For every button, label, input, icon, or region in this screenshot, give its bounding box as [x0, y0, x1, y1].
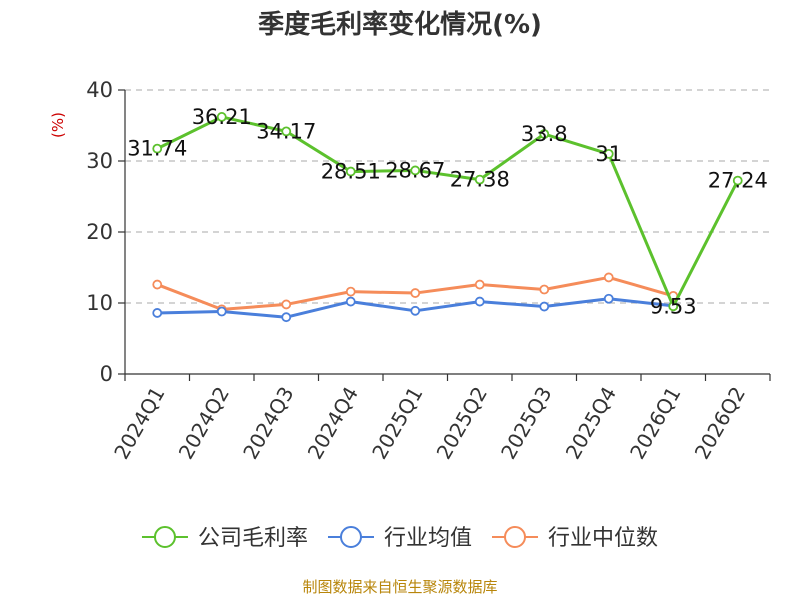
legend-label: 行业中位数: [548, 526, 658, 551]
legend-label: 公司毛利率: [198, 526, 308, 551]
data-label: 34.17: [256, 119, 316, 143]
data-point: [152, 279, 163, 290]
data-point: [539, 129, 550, 139]
data-point: [603, 148, 614, 159]
y-tick-label: 20: [86, 220, 113, 244]
x-tick-label: 2024Q1: [109, 383, 169, 464]
y-axis-label: (%): [49, 112, 67, 138]
grid-lines: [125, 89, 770, 304]
y-tick-label: 30: [86, 149, 113, 173]
data-point: [732, 175, 743, 186]
data-label: 27.38: [450, 168, 510, 192]
x-tick-label: 2024Q3: [238, 383, 298, 464]
data-point: [474, 174, 485, 185]
data-point: [539, 301, 550, 312]
legend-item[interactable]: 行业均值: [327, 526, 472, 551]
data-point: [474, 279, 485, 290]
x-tick-label: 2026Q2: [690, 383, 750, 464]
data-label: 9.53: [650, 294, 697, 318]
legend-item[interactable]: 行业中位数: [492, 526, 658, 551]
x-tick-label: 2025Q2: [432, 383, 492, 464]
x-tick-label: 2026Q1: [625, 383, 685, 464]
data-point: [474, 296, 485, 307]
data-label: 31: [595, 142, 622, 166]
y-tick-label: 40: [86, 78, 113, 102]
series-lines: [152, 112, 743, 323]
data-point: [410, 165, 421, 176]
data-point: [345, 296, 356, 307]
data-point: [281, 126, 292, 137]
x-tick-label: 2024Q4: [303, 383, 363, 464]
source-note: 制图数据来自恒生聚源数据库: [302, 578, 497, 596]
data-point: [345, 286, 356, 297]
x-tick-label: 2025Q3: [496, 383, 556, 464]
data-point: [410, 288, 421, 298]
legend[interactable]: 公司毛利率 行业均值 行业中位数: [141, 526, 658, 551]
series-line: [156, 115, 740, 308]
data-point: [152, 143, 163, 154]
data-point: [345, 166, 356, 177]
legend-marker-icon: [339, 526, 362, 548]
x-tick-label: 2024Q2: [174, 383, 234, 464]
data-point: [539, 284, 550, 295]
data-point: [152, 308, 163, 318]
data-label: 33.8: [521, 122, 568, 146]
data-point: [603, 293, 614, 304]
legend-marker-icon: [504, 526, 527, 548]
data-label: 28.67: [385, 158, 445, 182]
data-label: 28.51: [321, 160, 381, 184]
data-point: [668, 301, 679, 312]
data-label: 36.21: [192, 105, 252, 129]
data-label: 27.24: [708, 169, 768, 193]
data-point: [410, 305, 421, 316]
data-label: 31.74: [127, 137, 187, 161]
legend-marker-icon: [153, 526, 176, 548]
y-tick-label: 10: [86, 291, 113, 315]
x-tick-label: 2025Q4: [561, 383, 621, 464]
x-tick-label: 2025Q1: [367, 383, 427, 464]
y-tick-label: 0: [100, 362, 113, 386]
chart-title: 季度毛利率变化情况(%): [258, 9, 542, 40]
legend-label: 行业均值: [384, 526, 472, 551]
data-point: [603, 272, 614, 283]
data-point: [281, 312, 292, 323]
legend-item[interactable]: 公司毛利率: [141, 526, 308, 551]
data-point: [216, 112, 227, 122]
data-point: [216, 306, 227, 317]
data-point: [281, 299, 292, 310]
